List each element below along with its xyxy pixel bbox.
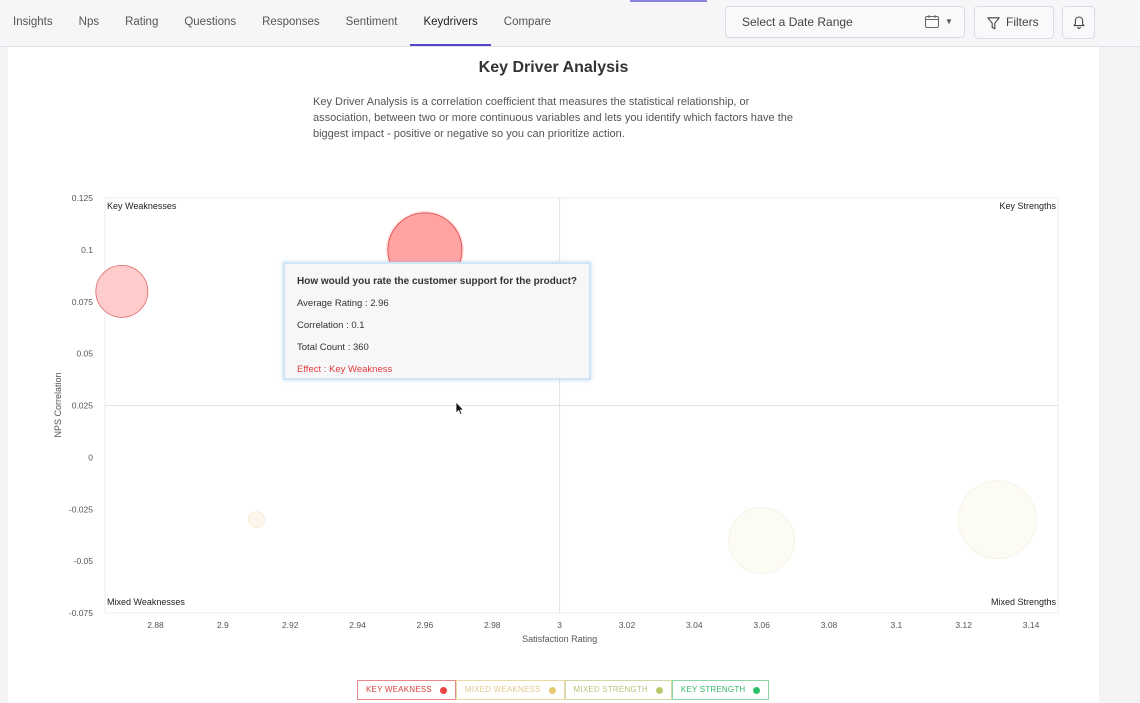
bubble-point xyxy=(248,511,265,529)
top-accent-bar xyxy=(630,0,707,2)
legend-dot-icon xyxy=(548,686,556,694)
tab-insights[interactable]: Insights xyxy=(13,16,53,28)
bubble-point xyxy=(95,264,149,318)
x-tick-label: 3.14 xyxy=(1023,620,1040,630)
legend-item[interactable]: KEY WEAKNESS xyxy=(357,680,456,700)
x-tick-label: 2.98 xyxy=(484,620,501,630)
tab-nps[interactable]: Nps xyxy=(78,16,100,28)
legend-dot-icon xyxy=(753,686,761,694)
legend-item[interactable]: MIXED STRENGTH xyxy=(564,680,672,700)
x-tick-label: 2.88 xyxy=(147,620,164,630)
x-tick-label: 3.1 xyxy=(890,620,902,630)
tooltip-effect: Effect : Key Weakness xyxy=(297,364,393,375)
x-tick-label: 2.9 xyxy=(217,620,229,630)
tab-keydrivers[interactable]: Keydrivers xyxy=(410,0,491,46)
tab-bar: Insights Nps Rating Questions Responses … xyxy=(0,0,564,46)
x-tick-label: 2.94 xyxy=(349,620,366,630)
notifications-button[interactable] xyxy=(1062,6,1095,39)
filters-button[interactable]: Filters xyxy=(974,6,1054,39)
legend-item[interactable]: MIXED WEAKNESS xyxy=(455,680,565,700)
y-tick-label: 0.125 xyxy=(72,193,94,203)
quadrant-label-key-weaknesses: Key Weaknesses xyxy=(107,201,177,211)
tooltip-total-count: Total Count : 360 xyxy=(297,342,369,353)
legend-dot-icon xyxy=(439,686,447,694)
y-tick-label: -0.05 xyxy=(74,556,94,566)
bubble-point xyxy=(728,506,796,574)
key-driver-card: Key Driver Analysis Key Driver Analysis … xyxy=(8,47,1099,703)
x-tick-label: 3.08 xyxy=(821,620,838,630)
y-tick-label: -0.075 xyxy=(69,608,93,618)
legend-item-label: MIXED STRENGTH xyxy=(573,685,648,694)
y-tick-label: 0.05 xyxy=(76,349,93,359)
tab-questions[interactable]: Questions xyxy=(184,16,237,28)
x-tick-label: 3.04 xyxy=(686,620,703,630)
x-tick-label: 3.06 xyxy=(753,620,770,630)
date-range-label: Select a Date Range xyxy=(742,15,853,29)
legend-item[interactable]: KEY STRENGTH xyxy=(671,680,770,700)
quadrant-label-mixed-weaknesses: Mixed Weaknesses xyxy=(107,597,185,607)
bubble-point xyxy=(957,480,1037,560)
tooltip-average-rating: Average Rating : 2.96 xyxy=(297,298,389,309)
y-tick-label: 0.025 xyxy=(72,401,94,411)
filters-label: Filters xyxy=(1006,15,1039,29)
y-tick-label: -0.025 xyxy=(69,504,93,514)
y-axis-label: NPS Correlation xyxy=(53,372,63,437)
chevron-down-icon: ▼ xyxy=(945,17,953,26)
tooltip-question: How would you rate the customer support … xyxy=(297,276,578,287)
calendar-icon xyxy=(925,15,939,28)
legend-item-label: KEY WEAKNESS xyxy=(366,685,432,694)
filter-icon xyxy=(987,17,1000,30)
x-axis-label: Satisfaction Rating xyxy=(522,634,597,644)
quadrant-label-mixed-strengths: Mixed Strengths xyxy=(991,597,1057,607)
legend-item-label: MIXED WEAKNESS xyxy=(464,685,541,694)
tab-compare[interactable]: Compare xyxy=(503,16,552,28)
x-tick-label: 2.96 xyxy=(417,620,434,630)
tab-sentiment[interactable]: Sentiment xyxy=(345,16,398,28)
legend-item-label: KEY STRENGTH xyxy=(680,685,746,694)
quadrant-label-key-strengths: Key Strengths xyxy=(999,201,1056,211)
date-range-picker[interactable]: Select a Date Range ▼ xyxy=(725,6,965,38)
x-tick-label: 3.12 xyxy=(955,620,972,630)
mouse-cursor-icon xyxy=(455,401,465,416)
top-navigation: Insights Nps Rating Questions Responses … xyxy=(0,0,1140,47)
tab-responses[interactable]: Responses xyxy=(262,16,320,28)
legend-dot-icon xyxy=(655,686,663,694)
page-description: Key Driver Analysis is a correlation coe… xyxy=(313,96,793,140)
chart-tooltip: How would you rate the customer support … xyxy=(283,262,591,380)
x-tick-label: 3.02 xyxy=(619,620,636,630)
tab-rating[interactable]: Rating xyxy=(125,16,159,28)
y-tick-label: 0.1 xyxy=(81,245,93,255)
y-tick-label: 0 xyxy=(88,452,93,462)
x-tick-label: 3 xyxy=(557,620,562,630)
page-title: Key Driver Analysis xyxy=(478,59,629,76)
y-tick-label: 0.075 xyxy=(72,297,94,307)
bell-icon xyxy=(1073,16,1085,29)
tooltip-correlation: Correlation : 0.1 xyxy=(297,320,365,331)
chart-legend: KEY WEAKNESS MIXED WEAKNESS MIXED STRENGTH… xyxy=(357,680,770,700)
x-tick-label: 2.92 xyxy=(282,620,299,630)
